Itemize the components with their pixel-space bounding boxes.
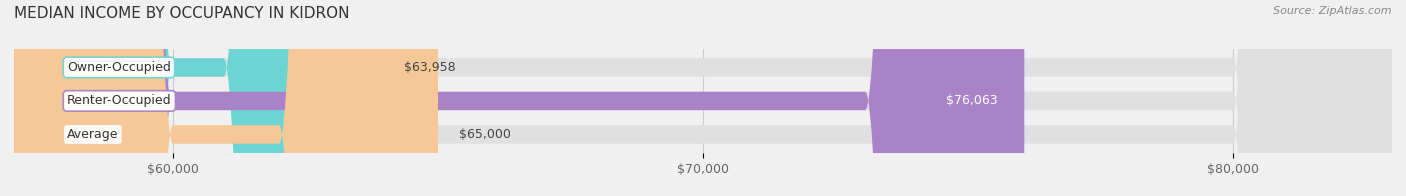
Text: Average: Average: [67, 128, 118, 141]
FancyBboxPatch shape: [14, 0, 1392, 196]
Text: $76,063: $76,063: [946, 94, 998, 107]
FancyBboxPatch shape: [14, 0, 439, 196]
Text: $65,000: $65,000: [460, 128, 512, 141]
FancyBboxPatch shape: [14, 0, 1025, 196]
FancyBboxPatch shape: [14, 0, 382, 196]
Text: Source: ZipAtlas.com: Source: ZipAtlas.com: [1274, 6, 1392, 16]
FancyBboxPatch shape: [14, 0, 1392, 196]
Text: Renter-Occupied: Renter-Occupied: [67, 94, 172, 107]
Text: $63,958: $63,958: [404, 61, 456, 74]
FancyBboxPatch shape: [14, 0, 1392, 196]
Text: MEDIAN INCOME BY OCCUPANCY IN KIDRON: MEDIAN INCOME BY OCCUPANCY IN KIDRON: [14, 6, 350, 21]
Text: Owner-Occupied: Owner-Occupied: [67, 61, 172, 74]
